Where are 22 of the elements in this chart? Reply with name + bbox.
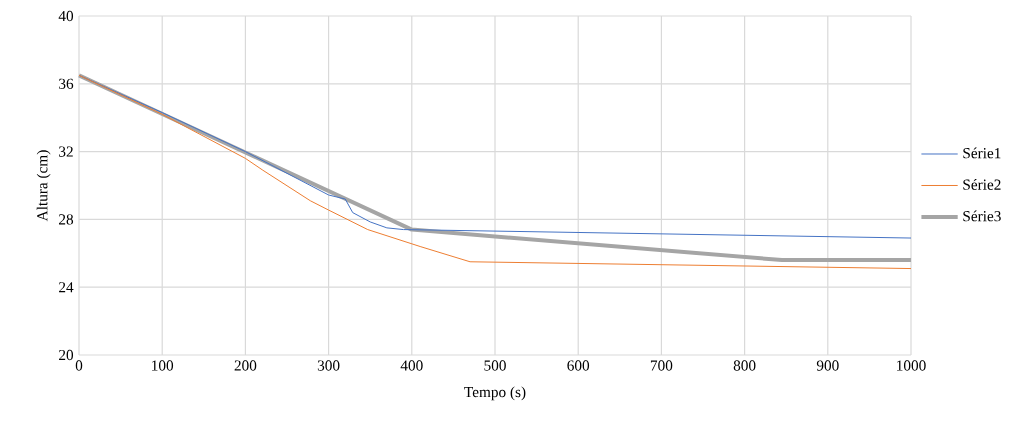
y-tick-label: 24 <box>59 282 74 293</box>
y-tick-label: 36 <box>59 78 74 89</box>
y-tick-label: 28 <box>59 214 74 225</box>
y-axis-title: Altura (cm) <box>36 150 51 222</box>
x-tick-label: 600 <box>567 360 590 371</box>
x-tick-label: 0 <box>75 360 83 371</box>
y-tick-label: 40 <box>58 10 74 22</box>
x-tick-label: 400 <box>400 360 423 371</box>
legend-label: Série3 <box>963 210 1001 222</box>
legend-label: Série2 <box>963 179 1001 190</box>
x-axis-title: Tempo (s) <box>464 386 526 401</box>
x-tick-label: 800 <box>733 360 756 371</box>
y-tick-label: 20 <box>59 349 74 361</box>
x-tick-label: 300 <box>317 360 340 371</box>
legend-label: Série1 <box>963 147 1001 159</box>
x-tick-label: 900 <box>816 360 839 371</box>
x-tick-label: 1000 <box>897 360 926 371</box>
x-tick-label: 100 <box>152 360 174 371</box>
y-tick-label: 32 <box>59 146 73 157</box>
x-tick-label: 700 <box>650 360 673 371</box>
x-tick-label: 500 <box>484 360 506 371</box>
x-tick-label: 200 <box>234 360 257 371</box>
